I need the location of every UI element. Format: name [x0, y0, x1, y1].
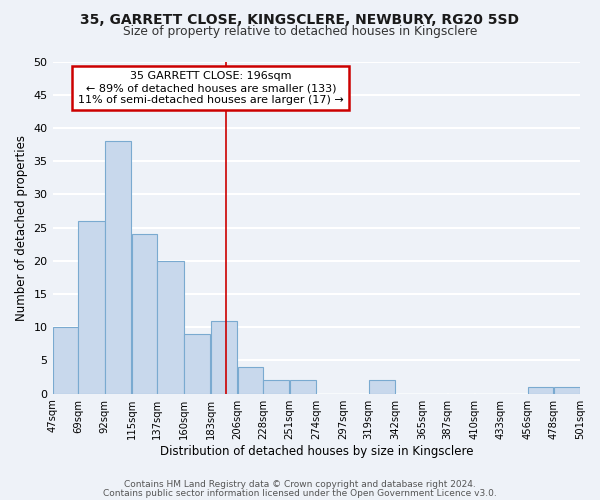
Bar [238, 367, 263, 394]
Bar [105, 141, 131, 394]
Text: 35 GARRETT CLOSE: 196sqm
← 89% of detached houses are smaller (133)
11% of semi-: 35 GARRETT CLOSE: 196sqm ← 89% of detach… [78, 72, 344, 104]
Text: Contains public sector information licensed under the Open Government Licence v3: Contains public sector information licen… [103, 489, 497, 498]
Text: Contains HM Land Registry data © Crown copyright and database right 2024.: Contains HM Land Registry data © Crown c… [124, 480, 476, 489]
Bar [369, 380, 395, 394]
Bar [528, 387, 553, 394]
Text: Size of property relative to detached houses in Kingsclere: Size of property relative to detached ho… [123, 25, 477, 38]
Bar [157, 261, 184, 394]
Y-axis label: Number of detached properties: Number of detached properties [15, 134, 28, 320]
Text: 35, GARRETT CLOSE, KINGSCLERE, NEWBURY, RG20 5SD: 35, GARRETT CLOSE, KINGSCLERE, NEWBURY, … [80, 12, 520, 26]
Bar [211, 320, 237, 394]
Bar [184, 334, 210, 394]
X-axis label: Distribution of detached houses by size in Kingsclere: Distribution of detached houses by size … [160, 444, 473, 458]
Bar [263, 380, 289, 394]
Bar [79, 221, 104, 394]
Bar [290, 380, 316, 394]
Bar [554, 387, 580, 394]
Bar [53, 328, 78, 394]
Bar [132, 234, 157, 394]
